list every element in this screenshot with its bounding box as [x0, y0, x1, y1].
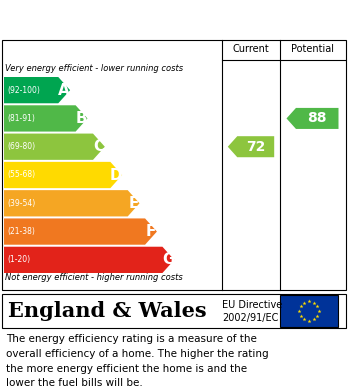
Text: Not energy efficient - higher running costs: Not energy efficient - higher running co… [5, 273, 183, 283]
Text: E: E [128, 196, 139, 211]
Text: Current: Current [232, 44, 269, 54]
Text: Energy Efficiency Rating: Energy Efficiency Rating [60, 10, 288, 28]
Polygon shape [4, 77, 70, 103]
Bar [280, 295, 338, 327]
Text: Potential: Potential [291, 44, 334, 54]
Text: (69-80): (69-80) [7, 142, 35, 151]
Text: (55-68): (55-68) [7, 170, 35, 179]
Text: Very energy efficient - lower running costs: Very energy efficient - lower running co… [5, 64, 183, 73]
Text: D: D [110, 167, 122, 183]
Polygon shape [4, 105, 87, 131]
Text: (39-54): (39-54) [7, 199, 35, 208]
Text: England & Wales: England & Wales [8, 301, 207, 321]
Text: B: B [76, 111, 87, 126]
Text: (1-20): (1-20) [7, 255, 30, 264]
Polygon shape [286, 108, 339, 129]
Text: The energy efficiency rating is a measure of the
overall efficiency of a home. T: The energy efficiency rating is a measur… [6, 334, 269, 388]
Text: (21-38): (21-38) [7, 227, 35, 236]
Polygon shape [4, 134, 105, 160]
Polygon shape [4, 247, 174, 273]
Polygon shape [4, 190, 140, 217]
Text: 72: 72 [246, 140, 266, 154]
Text: F: F [146, 224, 156, 239]
Text: G: G [162, 252, 175, 267]
Polygon shape [4, 162, 122, 188]
Polygon shape [4, 219, 157, 245]
Text: C: C [93, 139, 104, 154]
Text: EU Directive: EU Directive [222, 300, 282, 310]
Text: (81-91): (81-91) [7, 114, 35, 123]
Text: (92-100): (92-100) [7, 86, 40, 95]
Text: 88: 88 [308, 111, 327, 126]
Text: A: A [58, 83, 70, 98]
Text: 2002/91/EC: 2002/91/EC [222, 313, 278, 323]
Polygon shape [228, 136, 274, 157]
Bar [2, 294, 346, 328]
